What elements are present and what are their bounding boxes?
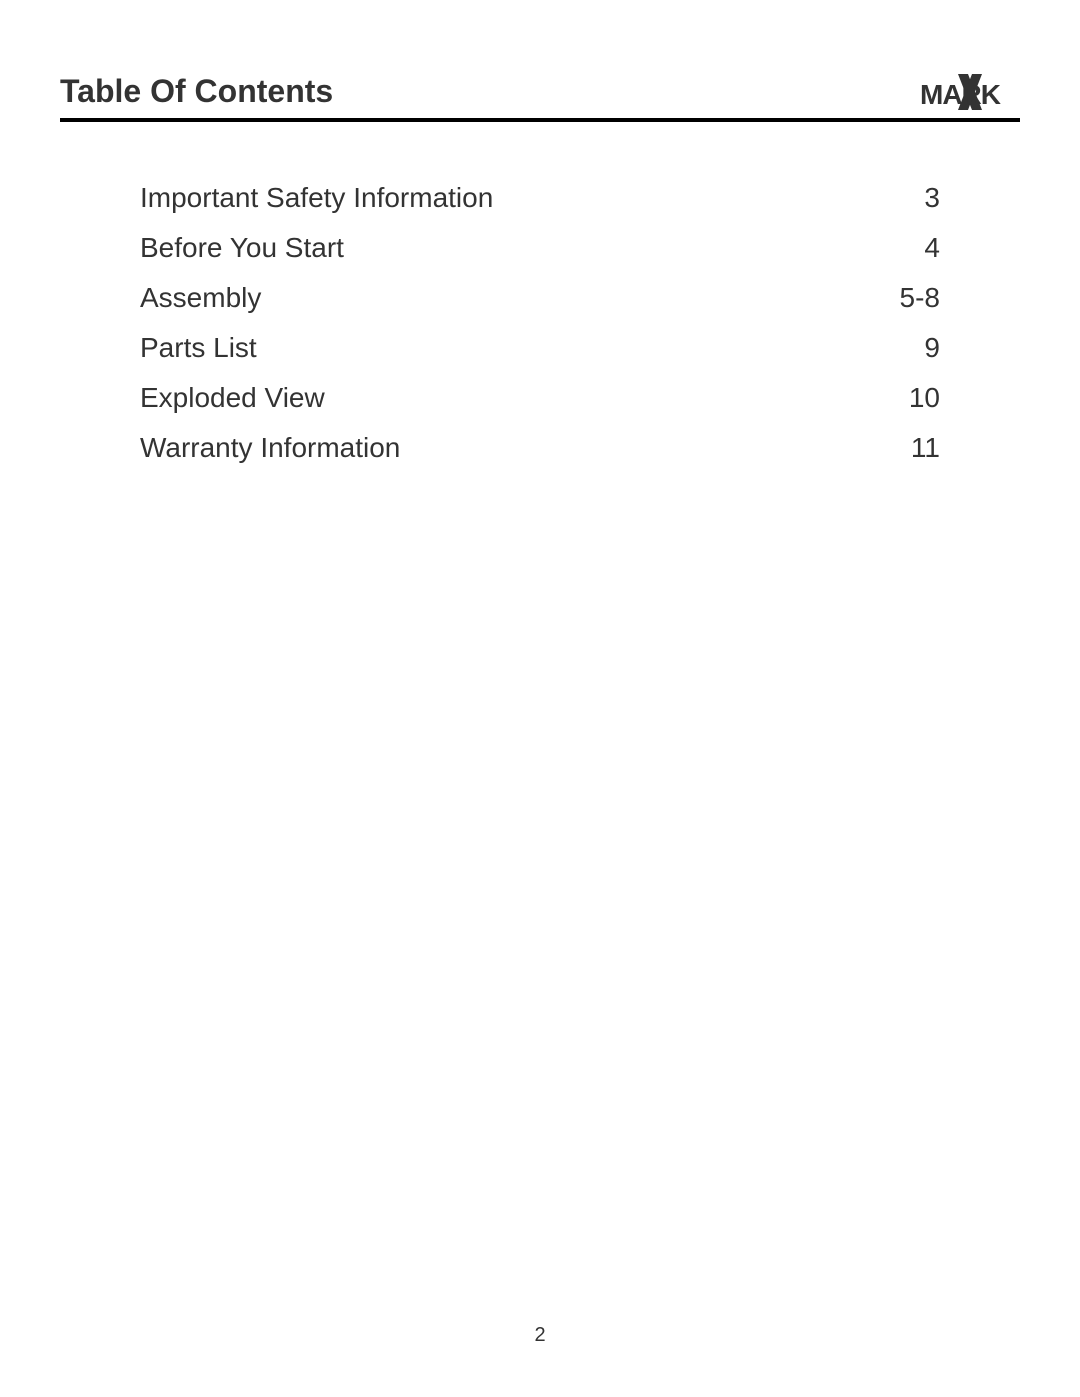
toc-row: Exploded View 10	[140, 382, 940, 414]
toc-row: Before You Start 4	[140, 232, 940, 264]
toc-entry-page: 9	[860, 332, 940, 364]
toc-entry-page: 5-8	[860, 282, 940, 314]
toc-entry-title: Assembly	[140, 282, 860, 314]
toc-entry-title: Warranty Information	[140, 432, 860, 464]
toc-entry-title: Exploded View	[140, 382, 860, 414]
toc-entry-page: 3	[860, 182, 940, 214]
page-number: 2	[0, 1324, 1080, 1347]
toc-row: Parts List 9	[140, 332, 940, 364]
table-of-contents: Important Safety Information 3 Before Yo…	[0, 182, 1080, 464]
header-row: Table Of Contents MARK	[60, 0, 1020, 122]
toc-entry-title: Parts List	[140, 332, 860, 364]
mark-logo: MARK	[920, 72, 1020, 118]
toc-row: Important Safety Information 3	[140, 182, 940, 214]
page-title: Table Of Contents	[60, 73, 333, 118]
toc-row: Assembly 5-8	[140, 282, 940, 314]
toc-entry-page: 10	[860, 382, 940, 414]
toc-entry-page: 11	[860, 432, 940, 464]
toc-row: Warranty Information 11	[140, 432, 940, 464]
toc-entry-title: Important Safety Information	[140, 182, 860, 214]
svg-text:MARK: MARK	[920, 79, 1001, 110]
toc-entry-page: 4	[860, 232, 940, 264]
toc-entry-title: Before You Start	[140, 232, 860, 264]
